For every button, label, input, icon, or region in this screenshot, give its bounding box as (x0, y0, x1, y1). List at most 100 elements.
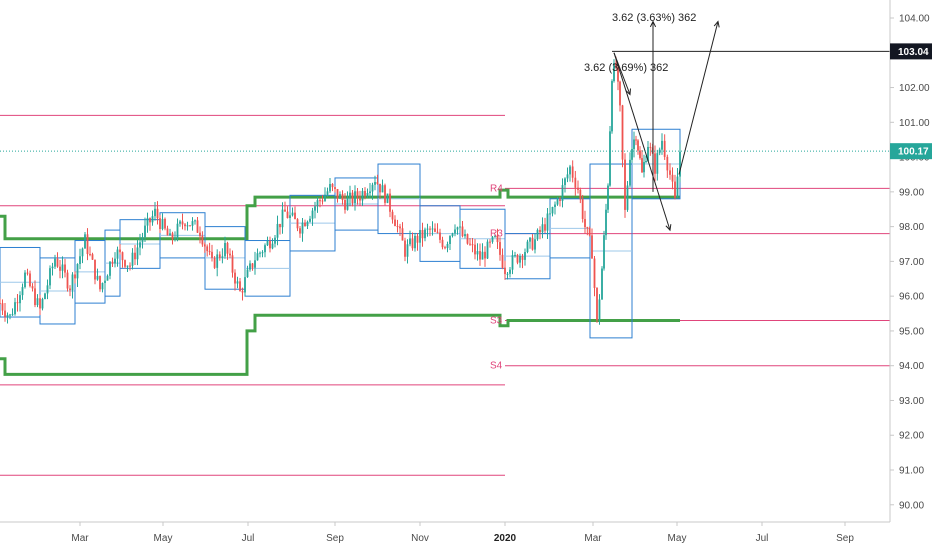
candle-body (144, 225, 146, 238)
candle-body (509, 269, 511, 274)
candle-body (464, 234, 466, 237)
candlestick-series (0, 56, 681, 325)
candle-body (615, 62, 617, 68)
candle-body (166, 228, 169, 236)
candle-body (521, 256, 524, 260)
candle-body (434, 228, 436, 232)
x-axis[interactable]: Mar May Jul Sep Nov 2020 Mar May Jul Sep (71, 522, 854, 544)
x-tick-label: May (154, 533, 173, 544)
candle-body (241, 290, 244, 293)
candle-body (44, 293, 46, 299)
candle-body (401, 228, 404, 241)
y-tick-label: 93.00 (899, 396, 924, 407)
candle-body (411, 238, 414, 249)
candle-body (544, 224, 546, 231)
candle-body (429, 228, 431, 230)
candle-body (161, 218, 164, 229)
candle-body (301, 222, 304, 234)
candle-body (356, 191, 359, 198)
candle-body (124, 260, 126, 267)
candle-body (74, 274, 76, 279)
candle-body (296, 219, 299, 229)
candle-body (146, 218, 149, 226)
pivot-label-r4: R4 (490, 183, 503, 194)
candle-body (151, 216, 154, 223)
candle-body (654, 153, 656, 174)
candle-body (19, 295, 21, 304)
candle-body (536, 229, 539, 240)
candle-body (211, 251, 213, 258)
candle-body (4, 310, 6, 317)
candle-body (186, 225, 189, 227)
candle-body (633, 139, 635, 149)
candle-body (286, 211, 289, 219)
candle-body (76, 264, 79, 279)
candle-body (0, 303, 1, 305)
candle-body (311, 210, 314, 219)
candle-body (96, 275, 99, 280)
y-tick-label: 92.00 (899, 431, 924, 442)
candle-body (129, 265, 131, 267)
candle-body (201, 235, 204, 245)
candle-body (663, 140, 666, 157)
y-axis[interactable]: 90.00 91.00 92.00 93.00 94.00 95.00 96.00 97.00… (890, 14, 930, 512)
candle-body (524, 252, 526, 260)
candle-body (208, 251, 211, 253)
candle-body (86, 234, 89, 255)
candle-body (351, 192, 354, 204)
x-tick-label: Mar (71, 533, 89, 544)
candle-body (84, 234, 86, 249)
candle-body (156, 208, 159, 219)
candle-body (139, 242, 141, 248)
candle-body (396, 226, 399, 228)
candle-body (409, 238, 411, 245)
candle-body (31, 286, 34, 289)
candle-body (424, 229, 426, 239)
arrow-head (665, 224, 672, 232)
candle-body (561, 185, 564, 201)
candle-body (436, 231, 439, 233)
candle-body (101, 283, 104, 290)
candle-body (598, 299, 601, 320)
candle-body (213, 257, 216, 268)
high-price-label: 103.04 (898, 47, 929, 58)
candle-body (609, 131, 611, 186)
candle-body (261, 252, 264, 254)
candle-body (676, 176, 679, 198)
candle-body (564, 178, 566, 186)
x-tick-label: Sep (836, 533, 854, 544)
candle-body (46, 285, 49, 294)
price-badges: 103.04 100.17 (890, 43, 932, 160)
candle-body (607, 185, 609, 210)
candle-body (541, 224, 544, 233)
candle-body (619, 81, 621, 106)
candle-body (279, 223, 281, 228)
candle-body (479, 251, 481, 260)
candle-body (329, 183, 331, 192)
candle-body (366, 193, 369, 196)
y-tick-label: 91.00 (899, 466, 924, 477)
candle-body (189, 225, 191, 227)
candle-body (54, 258, 56, 267)
candle-body (39, 298, 41, 309)
candle-body (314, 206, 316, 211)
candle-body (319, 200, 321, 202)
green-pivot-lines (0, 188, 680, 376)
y-tick-label: 101.00 (899, 118, 930, 129)
candle-body (374, 182, 376, 185)
candle-body (11, 314, 14, 316)
candle-body (466, 234, 469, 244)
candle-body (489, 241, 491, 243)
candle-body (344, 200, 346, 210)
candle-body (339, 194, 341, 199)
candle-body (229, 253, 231, 256)
candle-body (271, 243, 274, 249)
x-tick-label: May (668, 533, 687, 544)
trend-arrow-line (678, 21, 719, 175)
pivot-label-s4: S4 (490, 361, 503, 372)
green-level-line (0, 188, 680, 241)
candle-body (341, 194, 344, 201)
candle-body (439, 232, 441, 240)
candle-body (637, 140, 639, 151)
